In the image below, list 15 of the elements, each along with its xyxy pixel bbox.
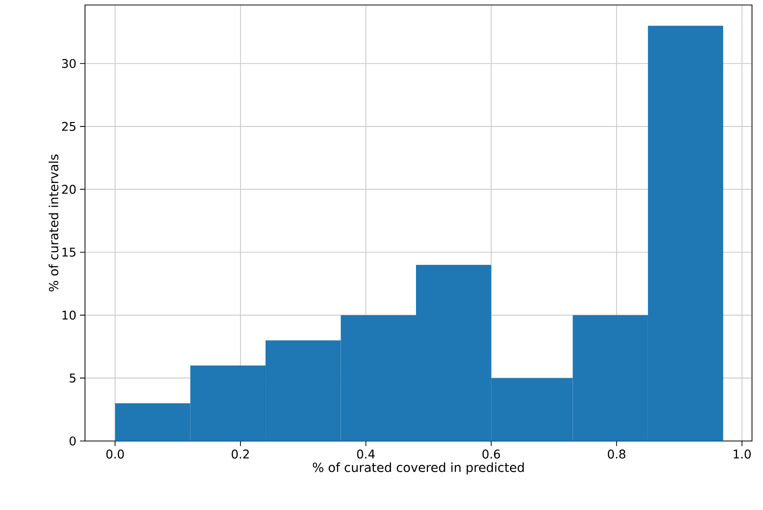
x-tick-label: 0.8: [608, 450, 626, 459]
x-axis-title: % of curated covered in predicted: [312, 462, 524, 475]
y-tick-label: 5: [70, 374, 76, 383]
y-tick-label: 25: [62, 122, 76, 131]
x-tick-label: 1.0: [734, 450, 751, 459]
y-tick-label: 20: [62, 184, 76, 194]
y-tick-label: 15: [62, 248, 76, 257]
x-tick-label: 0.2: [232, 450, 249, 459]
y-tick-label: 30: [62, 58, 76, 68]
x-tick-label: 0.0: [106, 450, 124, 459]
y-axis-title: % of curated intervals: [48, 154, 58, 292]
y-tick-label: 0: [70, 436, 76, 446]
x-tick-label: 0.4: [357, 450, 375, 459]
x-tick-label: 0.6: [482, 450, 500, 459]
y-tick-label: 10: [62, 310, 76, 320]
